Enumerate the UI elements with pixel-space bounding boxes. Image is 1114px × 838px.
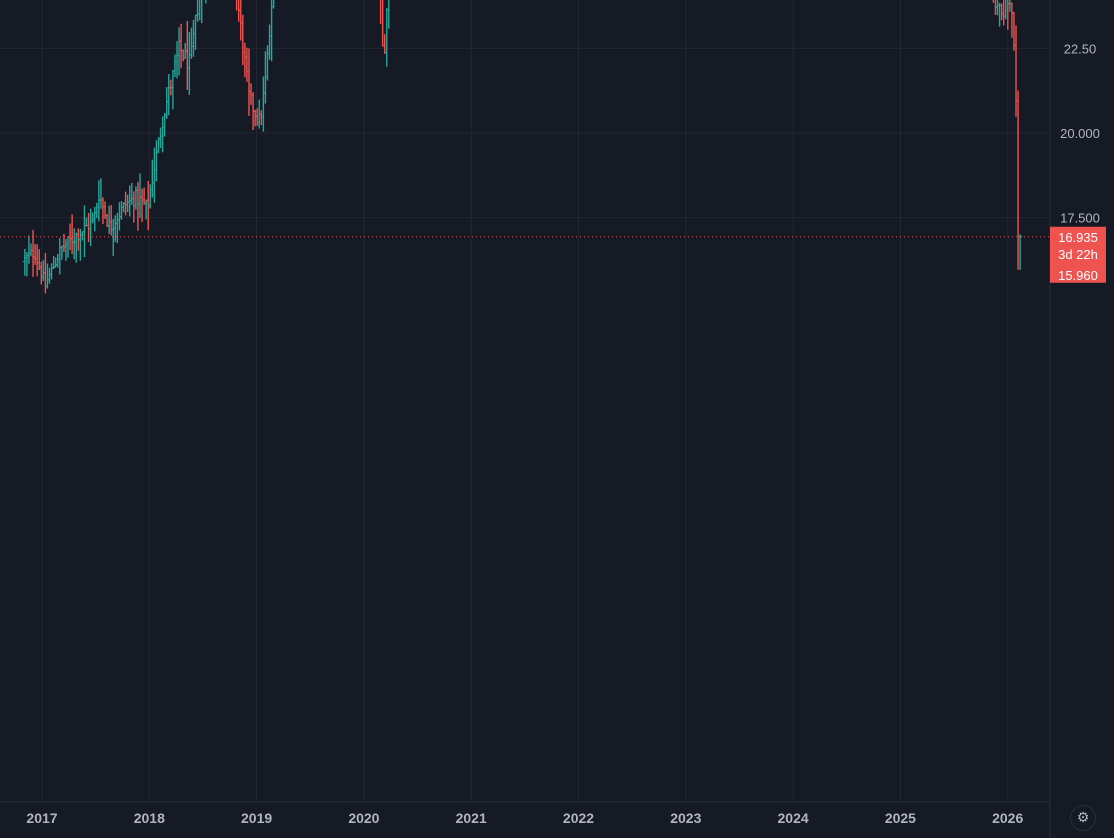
countdown-label: 3d 22h <box>1058 247 1098 262</box>
x-tick-label: 2019 <box>241 810 272 826</box>
time-axis[interactable]: 2017 2018 2019 2020 2021 2022 2023 2024 2025 2026 <box>0 801 1050 826</box>
price-axis[interactable]: 17.500 20.000 22.50 <box>1049 0 1100 838</box>
current-price-box <box>1050 226 1106 283</box>
x-tick-label: 2018 <box>134 810 165 826</box>
x-tick-label: 2026 <box>992 810 1023 826</box>
x-tick-label: 2020 <box>348 810 379 826</box>
price-bars <box>22 0 1023 294</box>
settings-gear-icon[interactable]: ⚙ <box>1070 805 1096 831</box>
x-tick-label: 2022 <box>563 810 594 826</box>
low-price-label: 15.960 <box>1058 268 1098 283</box>
current-price-label: 16.935 <box>1058 230 1098 245</box>
y-tick-label: 20.000 <box>1060 126 1100 141</box>
x-tick-label: 2017 <box>26 810 57 826</box>
x-tick-label: 2023 <box>670 810 701 826</box>
current-price-labels: 16.935 3d 22h 15.960 <box>1050 226 1106 283</box>
y-tick-label: 22.50 <box>1064 41 1097 56</box>
y-tick-label: 17.500 <box>1060 211 1100 226</box>
x-tick-label: 2025 <box>885 810 916 826</box>
x-tick-label: 2024 <box>778 810 809 826</box>
x-tick-label: 2021 <box>456 810 487 826</box>
